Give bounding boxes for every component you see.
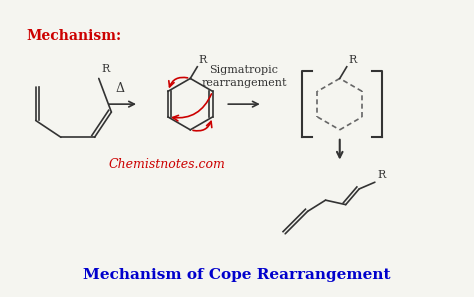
Text: Mechanism of Cope Rearrangement: Mechanism of Cope Rearrangement bbox=[83, 268, 391, 282]
Text: R: R bbox=[101, 64, 109, 74]
Text: Δ: Δ bbox=[116, 82, 125, 95]
Text: R: R bbox=[377, 170, 385, 180]
Text: Sigmatropic
rearrangement: Sigmatropic rearrangement bbox=[201, 65, 287, 88]
Text: R: R bbox=[199, 55, 207, 65]
Text: R: R bbox=[348, 55, 356, 65]
Text: Mechanism:: Mechanism: bbox=[27, 29, 122, 43]
Text: Chemistnotes.com: Chemistnotes.com bbox=[109, 158, 225, 171]
